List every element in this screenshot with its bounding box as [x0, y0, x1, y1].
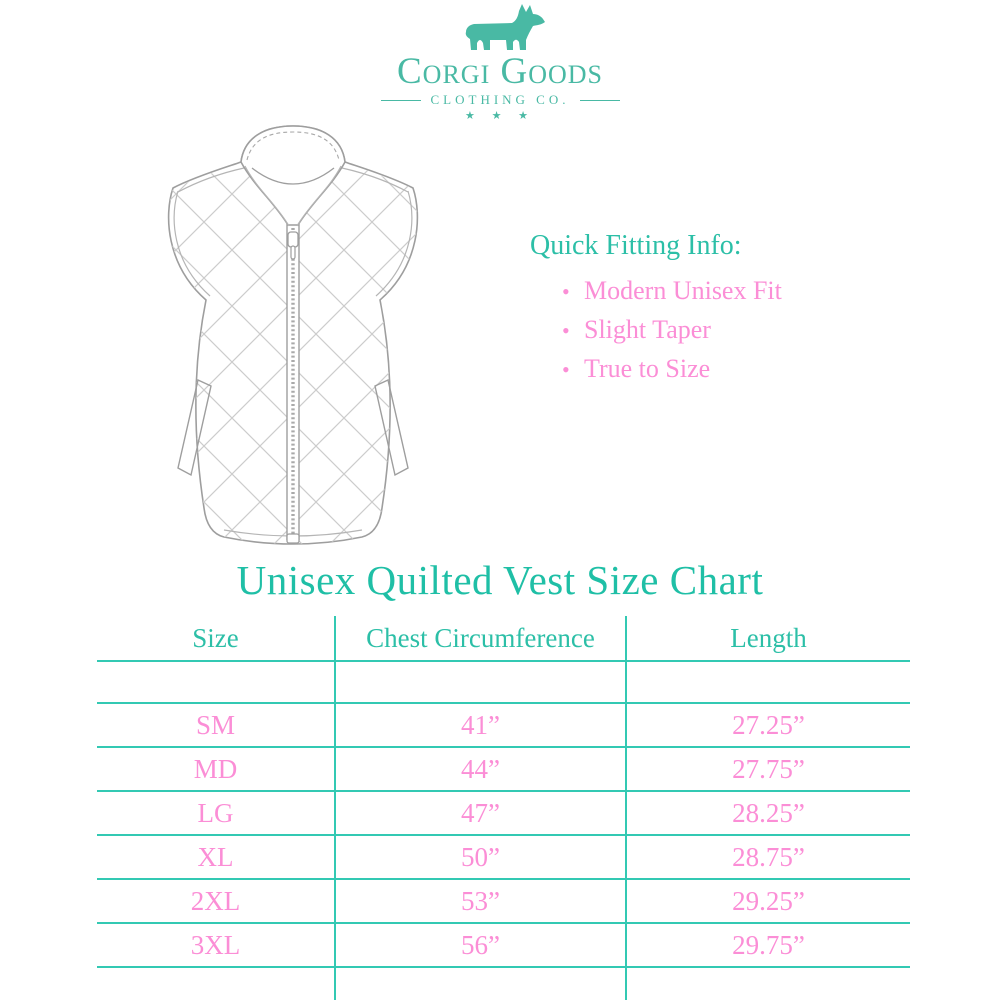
- bullet-icon: •: [562, 318, 570, 343]
- cell-length: 29.75”: [732, 929, 805, 960]
- fitting-bullet-true-to-size: • True to Size: [562, 350, 890, 389]
- bullet-text: Modern Unisex Fit: [584, 276, 782, 305]
- cell-size: SM: [97, 704, 336, 746]
- cell-chest: 56”: [336, 924, 627, 966]
- table-row-sm: SM 41” 27.25”: [97, 704, 910, 748]
- brand-subtitle-row: CLOTHING CO.: [0, 92, 1000, 108]
- cell-size: 3XL: [97, 924, 336, 966]
- brand-logo: Corgi Goods CLOTHING CO. ★ ★ ★: [0, 2, 1000, 122]
- bullet-icon: •: [562, 357, 570, 382]
- stars-icon: ★ ★ ★: [464, 110, 536, 122]
- brand-name: Corgi Goods: [397, 51, 603, 92]
- column-header-chest: Chest Circumference: [336, 616, 627, 660]
- cell-chest: 47”: [336, 792, 627, 834]
- right-rule: [579, 99, 620, 101]
- cell-length: 27.25”: [732, 709, 805, 740]
- table-row-lg: LG 47” 28.25”: [97, 792, 910, 836]
- quilted-vest-illustration: [167, 125, 419, 545]
- cell-chest: 44”: [336, 748, 627, 790]
- left-rule: [380, 99, 421, 101]
- table-row-xl: XL 50” 28.75”: [97, 836, 910, 880]
- cell-length: 27.75”: [732, 753, 805, 784]
- cell-size: MD: [97, 748, 336, 790]
- table-footer-row: [97, 968, 910, 1000]
- table-header-row: Size Chest Circumference Length: [97, 616, 910, 662]
- bullet-icon: •: [562, 279, 570, 304]
- column-header-size: Size: [97, 616, 336, 660]
- bullet-text: True to Size: [584, 354, 711, 383]
- fitting-info-heading: Quick Fitting Info:: [530, 230, 742, 261]
- cell-chest: 41”: [336, 704, 627, 746]
- page-title: Unisex Quilted Vest Size Chart: [236, 557, 764, 603]
- brand-subtitle: CLOTHING CO.: [430, 92, 570, 107]
- fitting-info-panel: Quick Fitting Info: • Modern Unisex Fit •…: [530, 230, 890, 389]
- cell-length: 28.75”: [732, 841, 805, 872]
- column-header-length: Length: [730, 622, 807, 653]
- bullet-text: Slight Taper: [584, 315, 711, 344]
- cell-size: LG: [97, 792, 336, 834]
- size-table: Size Chest Circumference Length SM 41” 2…: [97, 616, 910, 1000]
- table-row-2xl: 2XL 53” 29.25”: [97, 880, 910, 924]
- cell-length: 29.25”: [732, 885, 805, 916]
- fitting-info-list: • Modern Unisex Fit • Slight Taper • True t…: [530, 272, 890, 389]
- fitting-bullet-slight-taper: • Slight Taper: [562, 311, 890, 350]
- cell-size: 2XL: [97, 880, 336, 922]
- corgi-icon: [465, 4, 545, 50]
- fitting-bullet-modern-unisex-fit: • Modern Unisex Fit: [562, 272, 890, 311]
- table-spacer-row: [97, 662, 910, 704]
- cell-length: 28.25”: [732, 797, 805, 828]
- cell-chest: 50”: [336, 836, 627, 878]
- table-row-3xl: 3XL 56” 29.75”: [97, 924, 910, 968]
- cell-chest: 53”: [336, 880, 627, 922]
- cell-size: XL: [97, 836, 336, 878]
- table-row-md: MD 44” 27.75”: [97, 748, 910, 792]
